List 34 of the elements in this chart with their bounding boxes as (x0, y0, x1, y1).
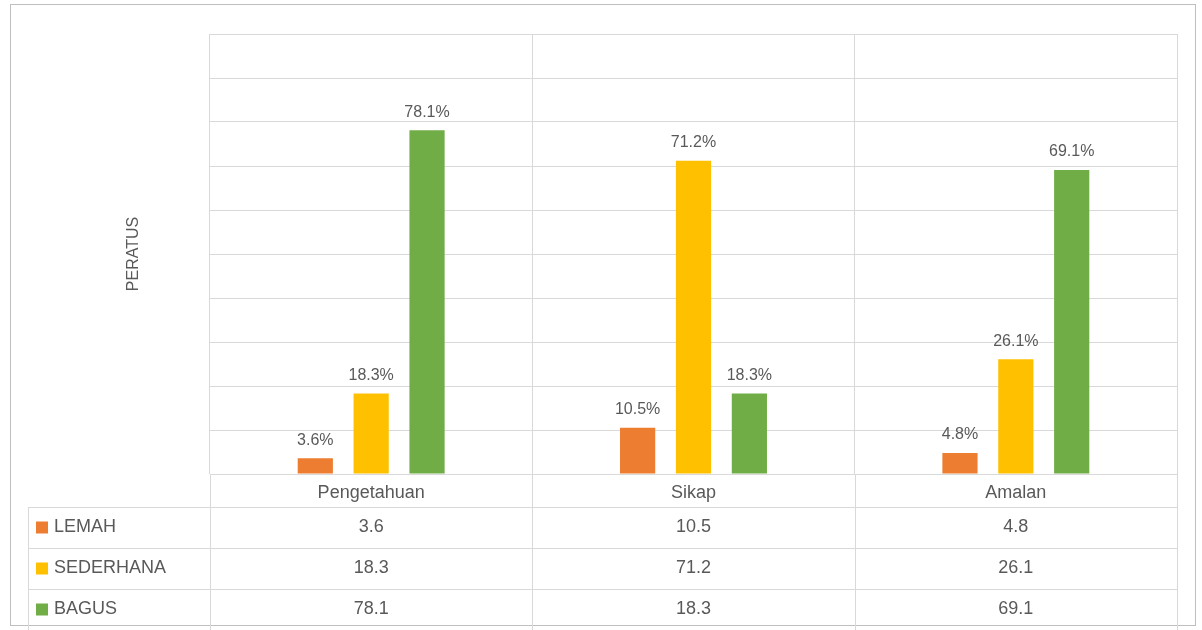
bar (353, 393, 389, 474)
bar (731, 393, 767, 474)
legend-label: SEDERHANA (54, 557, 167, 578)
legend-label: BAGUS (54, 598, 118, 619)
bar (1054, 169, 1090, 474)
x-tick-label: Sikap (670, 481, 717, 502)
annotation: 78.1% (404, 102, 450, 120)
bar (675, 160, 712, 474)
bar (409, 130, 445, 474)
data-label: 3.6 (358, 516, 384, 537)
data-label: 78.1 (353, 598, 389, 619)
y-axis-title: PERATUS (124, 216, 142, 292)
data-label: 4.8 (1003, 516, 1029, 537)
data-label: 69.1 (998, 598, 1034, 619)
legend-label: LEMAH (54, 516, 117, 537)
annotation: 69.1% (1049, 142, 1095, 160)
data-label: 18.3 (675, 598, 712, 619)
bar (620, 427, 656, 474)
data-label: 71.2 (675, 557, 712, 578)
annotation: 71.2% (670, 133, 717, 151)
annotation: 26.1% (993, 331, 1039, 349)
data-label: 18.3 (353, 557, 389, 578)
data-label: 10.5 (675, 516, 712, 537)
bar (297, 458, 333, 474)
annotation: 10.5% (614, 400, 661, 418)
data-label: 26.1 (998, 557, 1034, 578)
bar (998, 359, 1034, 474)
bar (942, 452, 978, 474)
annotation: 4.8% (941, 425, 979, 443)
annotation: 18.3% (348, 365, 394, 383)
annotation: 3.6% (297, 430, 334, 448)
x-tick-label: Amalan (985, 481, 1047, 502)
annotation: 18.3% (726, 365, 773, 383)
x-tick-label: Pengetahuan (317, 481, 425, 502)
